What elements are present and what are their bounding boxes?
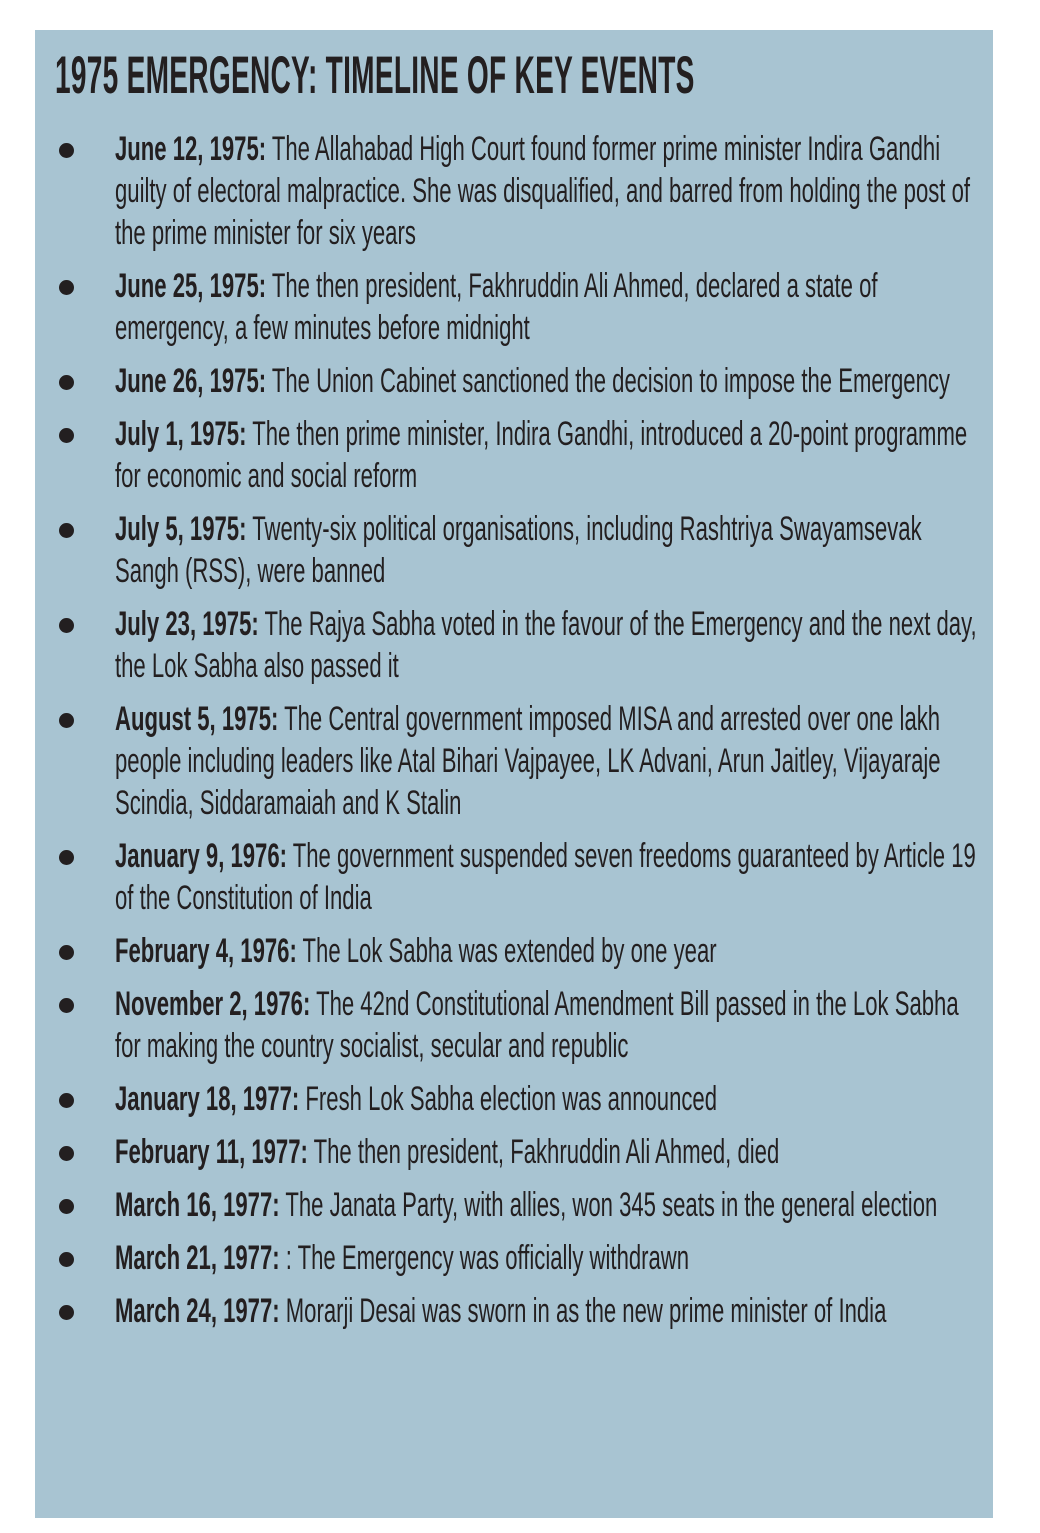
event-date: August 5, 1975: [115, 700, 279, 738]
event-item: March 16, 1977: The Janata Party, with a… [35, 1184, 993, 1226]
event-date: February 11, 1977: [115, 1133, 308, 1171]
event-text: August 5, 1975: The Central government i… [115, 698, 986, 824]
event-item: March 24, 1977: Morarji Desai was sworn … [35, 1290, 993, 1332]
event-description: The Rajya Sabha voted in the favour of t… [115, 605, 977, 685]
bullet-icon [59, 143, 74, 158]
event-item: February 4, 1976: The Lok Sabha was exte… [35, 930, 993, 972]
event-date: November 2, 1976: [115, 985, 311, 1023]
event-date: March 21, 1977: [115, 1239, 280, 1277]
event-text: June 26, 1975: The Union Cabinet sanctio… [115, 360, 986, 402]
event-description: : The Emergency was officially withdrawn [279, 1239, 690, 1277]
event-text: July 23, 1975: The Rajya Sabha voted in … [115, 603, 986, 687]
event-description: The 42nd Constitutional Amendment Bill p… [115, 985, 959, 1065]
event-text: February 4, 1976: The Lok Sabha was exte… [115, 930, 986, 972]
event-date: March 24, 1977: [115, 1292, 280, 1330]
event-item: March 21, 1977: : The Emergency was offi… [35, 1237, 993, 1279]
bullet-icon [59, 280, 74, 295]
event-description: Twenty-six political organisations, incl… [115, 510, 922, 590]
event-description: Morarji Desai was sworn in as the new pr… [279, 1292, 887, 1330]
event-item: July 5, 1975: Twenty-six political organ… [35, 508, 993, 592]
event-description: The Central government imposed MISA and … [115, 700, 941, 822]
event-text: June 12, 1975: The Allahabad High Court … [115, 128, 986, 254]
bullet-icon [59, 945, 74, 960]
event-description: Fresh Lok Sabha election was announced [299, 1080, 718, 1118]
event-text: February 11, 1977: The then president, F… [115, 1131, 986, 1173]
event-item: February 11, 1977: The then president, F… [35, 1131, 993, 1173]
event-item: June 26, 1975: The Union Cabinet sanctio… [35, 360, 993, 402]
bullet-icon [59, 428, 74, 443]
page-title: 1975 EMERGENCY: TIMELINE OF KEY EVENTS [55, 46, 695, 105]
bullet-icon [59, 850, 74, 865]
event-date: January 9, 1976: [115, 837, 288, 875]
event-text: June 25, 1975: The then president, Fakhr… [115, 265, 986, 349]
event-list: June 12, 1975: The Allahabad High Court … [35, 128, 993, 1343]
event-item: June 25, 1975: The then president, Fakhr… [35, 265, 993, 349]
bullet-icon [59, 1252, 74, 1267]
event-date: March 16, 1977: [115, 1186, 280, 1224]
event-description: The Union Cabinet sanctioned the decisio… [266, 362, 950, 400]
bullet-icon [59, 1146, 74, 1161]
event-description: The Allahabad High Court found former pr… [115, 130, 971, 252]
event-description: The government suspended seven freedoms … [115, 837, 976, 917]
event-date: January 18, 1977: [115, 1080, 300, 1118]
event-description: The then president, Fakhruddin Ali Ahmed… [307, 1133, 780, 1171]
event-date: July 23, 1975: [115, 605, 259, 643]
event-text: July 5, 1975: Twenty-six political organ… [115, 508, 986, 592]
event-item: January 18, 1977: Fresh Lok Sabha electi… [35, 1078, 993, 1120]
event-description: The then president, Fakhruddin Ali Ahmed… [115, 267, 878, 347]
event-text: July 1, 1975: The then prime minister, I… [115, 413, 986, 497]
event-date: February 4, 1976: [115, 932, 297, 970]
event-text: March 16, 1977: The Janata Party, with a… [115, 1184, 986, 1226]
event-item: November 2, 1976: The 42nd Constitutiona… [35, 983, 993, 1067]
event-text: January 9, 1976: The government suspende… [115, 835, 986, 919]
event-date: June 12, 1975: [115, 130, 267, 168]
event-text: March 21, 1977: : The Emergency was offi… [115, 1237, 986, 1279]
event-text: January 18, 1977: Fresh Lok Sabha electi… [115, 1078, 986, 1120]
timeline-panel: 1975 EMERGENCY: TIMELINE OF KEY EVENTS J… [35, 30, 993, 1518]
event-item: January 9, 1976: The government suspende… [35, 835, 993, 919]
event-description: The Lok Sabha was extended by one year [296, 932, 717, 970]
bullet-icon [59, 998, 74, 1013]
bullet-icon [59, 1093, 74, 1108]
event-item: June 12, 1975: The Allahabad High Court … [35, 128, 993, 254]
event-description: The then prime minister, Indira Gandhi, … [115, 415, 968, 495]
event-item: July 23, 1975: The Rajya Sabha voted in … [35, 603, 993, 687]
bullet-icon [59, 713, 74, 728]
event-date: June 25, 1975: [115, 267, 267, 305]
bullet-icon [59, 1199, 74, 1214]
bullet-icon [59, 618, 74, 633]
bullet-icon [59, 523, 74, 538]
bullet-icon [59, 1305, 74, 1320]
event-date: June 26, 1975: [115, 362, 267, 400]
event-text: November 2, 1976: The 42nd Constitutiona… [115, 983, 986, 1067]
event-text: March 24, 1977: Morarji Desai was sworn … [115, 1290, 986, 1332]
event-item: August 5, 1975: The Central government i… [35, 698, 993, 824]
event-date: July 5, 1975: [115, 510, 247, 548]
bullet-icon [59, 375, 74, 390]
event-description: The Janata Party, with allies, won 345 s… [279, 1186, 938, 1224]
event-date: July 1, 1975: [115, 415, 247, 453]
event-item: July 1, 1975: The then prime minister, I… [35, 413, 993, 497]
